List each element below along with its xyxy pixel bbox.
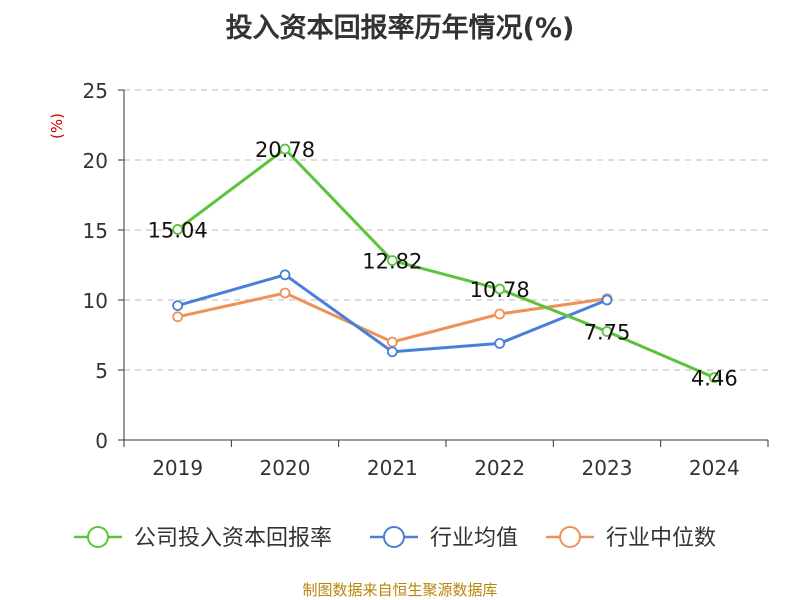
data-point xyxy=(386,255,398,266)
x-tick-label: 2024 xyxy=(689,456,740,480)
legend-label[interactable]: 公司投入资本回报率 xyxy=(134,526,332,551)
data-point xyxy=(172,224,184,235)
data-point xyxy=(494,308,506,320)
data-labels: 15.04 20.78 12.82 10.78 7.75 4.46 xyxy=(148,138,738,390)
x-tick-label: 2019 xyxy=(152,456,203,480)
y-tick-label: 10 xyxy=(83,289,108,313)
y-tick-label: 25 xyxy=(83,79,108,103)
x-tick-label: 2020 xyxy=(260,456,311,480)
data-point xyxy=(386,346,398,358)
y-tick-label: 5 xyxy=(95,359,108,383)
y-tick-label: 15 xyxy=(83,219,108,243)
legend-marker xyxy=(383,526,405,548)
data-point xyxy=(172,311,184,323)
data-point xyxy=(279,269,291,281)
data-label: 12.82 xyxy=(362,250,422,274)
legend-marker xyxy=(559,526,581,548)
x-tick-label: 2023 xyxy=(582,456,633,480)
legend-label[interactable]: 行业中位数 xyxy=(606,526,716,551)
data-point xyxy=(279,143,291,155)
data-point xyxy=(172,300,184,312)
data-point xyxy=(494,337,506,349)
data-point xyxy=(601,326,613,337)
y-axis-label: (%) xyxy=(48,113,66,139)
legend-label[interactable]: 行业均值 xyxy=(430,526,518,551)
data-label: 4.46 xyxy=(691,367,738,391)
data-label: 15.04 xyxy=(148,218,208,242)
data-point xyxy=(279,287,291,299)
data-label: 20.78 xyxy=(255,138,315,162)
series xyxy=(172,143,720,383)
grid-lines xyxy=(124,89,768,371)
chart-title: 投入资本回报率历年情况(%) xyxy=(225,13,575,44)
data-label: 7.75 xyxy=(584,321,631,345)
data-point xyxy=(386,336,398,348)
x-tick-label: 2022 xyxy=(474,456,525,480)
y-tick-label: 0 xyxy=(95,429,108,453)
axes: 0 5 10 15 20 25 2019 2020 2021 2022 2023 2024 xyxy=(83,79,769,480)
legend: 公司投入资本回报率 行业均值 行业中位数 xyxy=(74,526,716,551)
data-point xyxy=(494,283,506,295)
data-point xyxy=(708,372,720,383)
source-note: 制图数据来自恒生聚源数据库 xyxy=(302,581,498,599)
legend-marker xyxy=(87,526,109,548)
x-tick-label: 2021 xyxy=(367,456,418,480)
data-point xyxy=(601,294,613,306)
series-line xyxy=(176,147,715,379)
data-label: 10.78 xyxy=(470,278,530,302)
y-tick-label: 20 xyxy=(83,149,108,173)
